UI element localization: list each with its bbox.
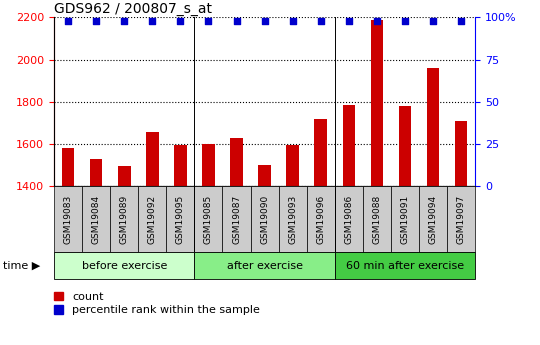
Bar xyxy=(455,121,468,186)
Text: after exercise: after exercise xyxy=(227,261,302,270)
Bar xyxy=(54,186,82,252)
Text: GSM19096: GSM19096 xyxy=(316,195,325,244)
Bar xyxy=(370,20,383,186)
Bar xyxy=(251,186,279,252)
Point xyxy=(457,18,465,23)
Point xyxy=(429,18,437,23)
Text: before exercise: before exercise xyxy=(82,261,167,270)
Text: GSM19091: GSM19091 xyxy=(401,195,409,244)
Point xyxy=(176,18,185,23)
Bar xyxy=(335,186,363,252)
Bar xyxy=(363,186,391,252)
Text: GSM19089: GSM19089 xyxy=(120,195,129,244)
Point xyxy=(204,18,213,23)
Bar xyxy=(391,186,419,252)
Bar xyxy=(230,138,243,186)
Text: GSM19088: GSM19088 xyxy=(373,195,381,244)
Bar xyxy=(286,145,299,186)
Bar xyxy=(427,68,440,186)
Bar xyxy=(258,165,271,186)
Bar xyxy=(307,186,335,252)
FancyBboxPatch shape xyxy=(194,252,335,279)
Point xyxy=(120,18,129,23)
Bar xyxy=(110,186,138,252)
Point xyxy=(401,18,409,23)
FancyBboxPatch shape xyxy=(54,252,194,279)
Point xyxy=(316,18,325,23)
Text: GSM19087: GSM19087 xyxy=(232,195,241,244)
Bar xyxy=(146,132,159,186)
Text: GSM19083: GSM19083 xyxy=(64,195,72,244)
Bar xyxy=(166,186,194,252)
Point xyxy=(288,18,297,23)
Bar xyxy=(138,186,166,252)
Bar xyxy=(419,186,447,252)
Text: GSM19095: GSM19095 xyxy=(176,195,185,244)
Point xyxy=(92,18,100,23)
Bar xyxy=(82,186,110,252)
Text: GSM19094: GSM19094 xyxy=(429,195,437,244)
Bar xyxy=(342,105,355,186)
Text: GSM19085: GSM19085 xyxy=(204,195,213,244)
Bar xyxy=(279,186,307,252)
Bar xyxy=(90,159,103,186)
Bar xyxy=(174,145,187,186)
Bar xyxy=(447,186,475,252)
Bar xyxy=(314,119,327,186)
Text: GSM19086: GSM19086 xyxy=(345,195,353,244)
Text: GSM19093: GSM19093 xyxy=(288,195,297,244)
Bar xyxy=(202,144,215,186)
Text: GSM19090: GSM19090 xyxy=(260,195,269,244)
Point xyxy=(148,18,157,23)
Text: GDS962 / 200807_s_at: GDS962 / 200807_s_at xyxy=(54,2,212,16)
Text: GSM19084: GSM19084 xyxy=(92,195,100,244)
Point xyxy=(232,18,241,23)
Bar xyxy=(194,186,222,252)
Text: GSM19092: GSM19092 xyxy=(148,195,157,244)
Text: 60 min after exercise: 60 min after exercise xyxy=(346,261,464,270)
Bar xyxy=(118,166,131,186)
Point xyxy=(373,18,381,23)
Point xyxy=(64,18,72,23)
Text: GSM19097: GSM19097 xyxy=(457,195,465,244)
Bar xyxy=(222,186,251,252)
FancyBboxPatch shape xyxy=(335,252,475,279)
Bar xyxy=(62,148,75,186)
Point xyxy=(260,18,269,23)
Point xyxy=(345,18,353,23)
Legend: count, percentile rank within the sample: count, percentile rank within the sample xyxy=(54,292,260,315)
Text: time ▶: time ▶ xyxy=(3,261,40,270)
Bar xyxy=(399,106,411,186)
